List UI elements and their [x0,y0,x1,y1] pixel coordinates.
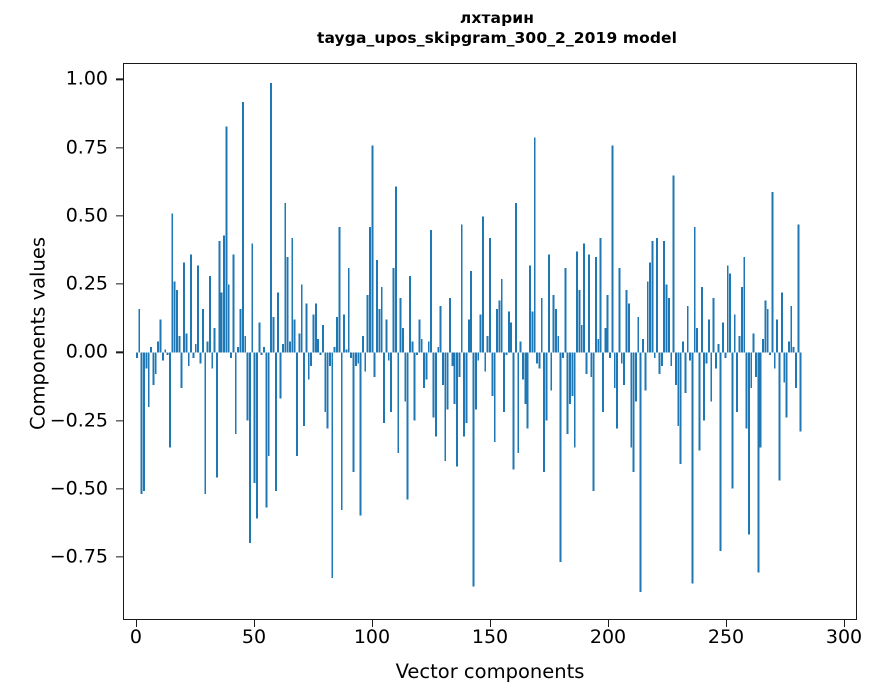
chart-title: лхтарин [459,9,535,27]
x-tick-mark [253,620,256,627]
x-tick-label: 250 [707,626,745,648]
chart-title-block: лхтарин tayga_upos_skipgram_300_2_2019 m… [57,8,880,48]
x-tick-mark [608,620,610,627]
x-tick-mark [490,620,492,627]
y-tick-mark [116,283,123,285]
y-tick-mark [116,351,123,354]
y-tick-mark [116,556,123,558]
x-tick-mark [135,620,138,627]
x-tick-mark [371,620,374,627]
x-tick-mark [844,620,846,627]
y-tick-label: 0.75 [65,136,108,159]
x-tick-label: 150 [471,626,509,648]
x-tick-label: 300 [825,626,863,648]
x-axis-label: Vector components [395,660,585,683]
y-tick-label: −0.50 [49,477,108,500]
y-axis-label: Components values [26,237,50,430]
x-tick-mark [726,620,728,627]
x-tick-label: 0 [129,626,143,648]
x-tick-label: 200 [589,626,627,648]
y-tick-label: 1.00 [65,67,108,90]
chart-subtitle: tayga_upos_skipgram_300_2_2019 model [316,29,678,47]
y-tick-mark [116,215,123,217]
y-tick-label: −0.25 [49,409,108,432]
x-tick-label: 50 [241,626,267,648]
x-tick-label: 100 [353,626,391,648]
y-tick-mark [116,146,123,149]
y-tick-mark [116,78,123,81]
bar-series-canvas [136,83,802,592]
y-tick-label: −0.75 [49,545,108,568]
plot-area [123,63,857,620]
y-tick-label: 0.50 [65,204,108,227]
y-tick-label: 0.25 [65,272,108,295]
y-tick-mark [116,420,123,422]
y-tick-label: 0.00 [65,340,108,363]
y-tick-mark [116,488,123,490]
